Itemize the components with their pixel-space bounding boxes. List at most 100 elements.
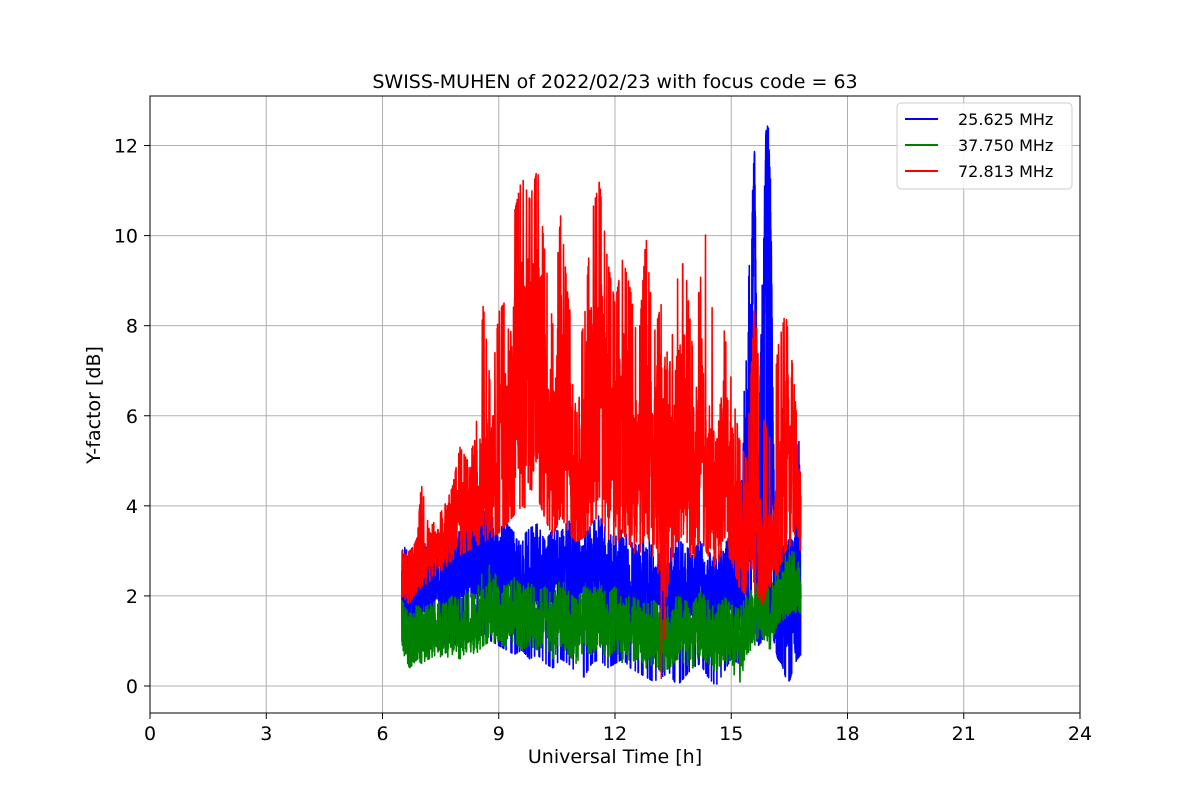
data-point (630, 627, 632, 629)
data-point (506, 618, 508, 620)
data-point (645, 636, 647, 638)
y-tick-label: 0 (126, 676, 138, 698)
data-point (606, 577, 608, 579)
data-point (529, 613, 531, 615)
data-point (529, 379, 531, 381)
data-point (475, 627, 477, 629)
data-point (521, 618, 523, 620)
x-tick-label: 3 (260, 723, 272, 745)
data-point (715, 492, 717, 494)
data-point (723, 627, 725, 629)
data-point (746, 627, 748, 629)
data-point (773, 573, 775, 575)
data-point (544, 415, 546, 417)
data-point (568, 573, 570, 575)
data-point (560, 613, 562, 615)
data-point (467, 622, 469, 624)
data-point (668, 636, 670, 638)
data-point (513, 609, 515, 611)
data-point (668, 591, 670, 593)
y-tick-label: 10 (114, 226, 138, 248)
data-point (792, 460, 794, 462)
data-point (490, 559, 492, 561)
data-point (723, 460, 725, 462)
data-point (645, 415, 647, 417)
data-point (637, 631, 639, 633)
data-point (482, 613, 484, 615)
y-tick-label: 4 (126, 496, 138, 518)
data-point (761, 437, 763, 439)
data-point (417, 568, 419, 570)
data-point (420, 559, 422, 561)
plot-series (401, 125, 802, 685)
data-point (490, 478, 492, 480)
data-point (715, 640, 717, 642)
legend-label: 37.750 MHz (958, 136, 1053, 155)
data-point (614, 582, 616, 584)
data-point (622, 424, 624, 426)
data-point (498, 451, 500, 453)
data-point (599, 613, 601, 615)
data-point (428, 586, 430, 588)
data-point (513, 573, 515, 575)
legend-label: 72.813 MHz (958, 162, 1053, 181)
data-point (676, 437, 678, 439)
series-trace (401, 172, 802, 680)
data-point (552, 627, 554, 629)
data-point (730, 577, 732, 579)
data-point (436, 627, 438, 629)
data-point (401, 627, 403, 629)
data-point (676, 586, 678, 588)
data-point (467, 505, 469, 507)
data-point (800, 514, 802, 516)
data-point (761, 609, 763, 611)
x-tick-label: 0 (144, 723, 156, 745)
y-tick-label: 6 (126, 406, 138, 428)
data-point (606, 437, 608, 439)
y-tick-label: 8 (126, 316, 138, 338)
y-axis-label: Y-factor [dB] (83, 346, 105, 465)
data-point (769, 550, 771, 552)
data-point (661, 460, 663, 462)
series-trace (401, 550, 802, 683)
data-point (707, 469, 709, 471)
data-point (769, 622, 771, 624)
data-point (738, 528, 740, 530)
data-point (467, 559, 469, 561)
data-point (765, 127, 767, 129)
data-point (730, 478, 732, 480)
data-point (405, 582, 407, 584)
data-point (777, 595, 779, 597)
data-point (622, 631, 624, 633)
data-point (684, 415, 686, 417)
data-point (401, 573, 403, 575)
data-point (707, 595, 709, 597)
legend-label: 25.625 MHz (958, 110, 1053, 129)
data-point (606, 627, 608, 629)
data-point (537, 347, 539, 349)
x-tick-label: 24 (1068, 723, 1092, 745)
y-tick-label: 12 (114, 136, 138, 158)
data-point (707, 631, 709, 633)
data-point (428, 631, 430, 633)
data-point (409, 640, 411, 642)
data-point (599, 564, 601, 566)
data-point (490, 604, 492, 606)
data-point (459, 573, 461, 575)
data-point (622, 573, 624, 575)
data-point (451, 568, 453, 570)
data-point (444, 573, 446, 575)
data-point (537, 622, 539, 624)
data-point (521, 370, 523, 372)
x-axis-label: Universal Time [h] (528, 746, 702, 768)
series-37-750-MHz-group (401, 550, 802, 683)
data-point (637, 591, 639, 593)
data-point (451, 627, 453, 629)
data-point (591, 622, 593, 624)
data-point (436, 550, 438, 552)
x-tick-label: 12 (603, 723, 627, 745)
data-point (676, 627, 678, 629)
data-point (653, 595, 655, 597)
data-point (475, 496, 477, 498)
